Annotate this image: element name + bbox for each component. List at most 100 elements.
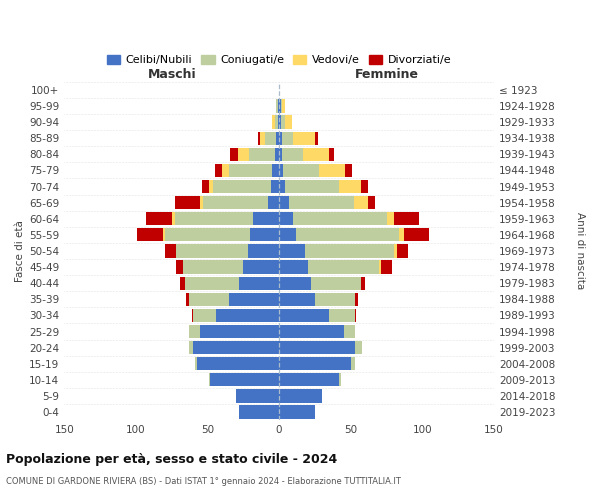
Bar	[186, 292, 189, 306]
Bar	[329, 309, 355, 322]
Bar	[194, 357, 197, 370]
Bar	[400, 228, 404, 241]
Bar	[319, 164, 345, 177]
Bar	[279, 196, 289, 209]
Bar	[279, 244, 305, 258]
Bar	[272, 164, 279, 177]
Bar	[265, 132, 276, 145]
Bar	[279, 390, 322, 402]
Bar	[293, 212, 386, 226]
Bar	[268, 196, 279, 209]
Text: Popolazione per età, sesso e stato civile - 2024: Popolazione per età, sesso e stato civil…	[6, 452, 337, 466]
Bar	[282, 100, 285, 112]
Text: Femmine: Femmine	[355, 68, 419, 81]
Bar	[176, 260, 183, 274]
Bar	[361, 180, 368, 193]
Bar	[296, 228, 400, 241]
Bar	[339, 374, 341, 386]
Bar	[279, 164, 283, 177]
Text: Maschi: Maschi	[148, 68, 196, 81]
Bar	[279, 374, 339, 386]
Bar	[285, 180, 339, 193]
Bar	[189, 341, 193, 354]
Bar	[281, 100, 282, 112]
Bar	[285, 116, 292, 128]
Bar	[257, 132, 260, 145]
Bar	[279, 406, 315, 418]
Bar	[185, 276, 239, 290]
Bar	[189, 292, 229, 306]
Bar	[282, 148, 304, 161]
Bar	[279, 341, 355, 354]
Bar	[279, 276, 311, 290]
Bar	[282, 132, 293, 145]
Bar	[315, 292, 355, 306]
Bar	[238, 148, 249, 161]
Bar	[394, 212, 419, 226]
Bar	[230, 148, 238, 161]
Bar	[278, 116, 279, 128]
Bar	[215, 164, 222, 177]
Bar	[308, 260, 379, 274]
Bar	[344, 325, 355, 338]
Bar	[248, 244, 279, 258]
Bar	[236, 390, 279, 402]
Y-axis label: Fasce di età: Fasce di età	[15, 220, 25, 282]
Bar	[200, 325, 279, 338]
Bar	[305, 244, 394, 258]
Bar	[329, 148, 334, 161]
Bar	[211, 374, 279, 386]
Bar	[193, 309, 216, 322]
Bar	[278, 100, 279, 112]
Bar	[279, 325, 344, 338]
Y-axis label: Anni di nascita: Anni di nascita	[575, 212, 585, 290]
Bar	[249, 148, 275, 161]
Bar	[175, 212, 253, 226]
Text: COMUNE DI GARDONE RIVIERA (BS) - Dati ISTAT 1° gennaio 2024 - Elaborazione TUTTI: COMUNE DI GARDONE RIVIERA (BS) - Dati IS…	[6, 476, 401, 486]
Bar	[202, 180, 209, 193]
Bar	[189, 325, 200, 338]
Bar	[175, 196, 200, 209]
Bar	[275, 148, 279, 161]
Bar	[279, 148, 282, 161]
Bar	[279, 228, 296, 241]
Bar	[244, 260, 279, 274]
Bar	[239, 276, 279, 290]
Bar	[137, 228, 163, 241]
Bar	[353, 196, 368, 209]
Bar	[386, 212, 394, 226]
Bar	[172, 212, 175, 226]
Bar	[361, 276, 365, 290]
Bar	[176, 244, 248, 258]
Bar	[394, 244, 397, 258]
Bar	[351, 357, 355, 370]
Bar	[283, 164, 319, 177]
Bar	[293, 132, 315, 145]
Bar	[271, 180, 279, 193]
Bar	[397, 244, 408, 258]
Bar	[146, 212, 172, 226]
Bar	[250, 228, 279, 241]
Bar	[311, 276, 361, 290]
Bar	[304, 148, 329, 161]
Bar	[279, 180, 285, 193]
Bar	[193, 341, 279, 354]
Bar	[279, 357, 351, 370]
Bar	[222, 164, 229, 177]
Bar	[209, 180, 213, 193]
Bar	[355, 292, 358, 306]
Legend: Celibi/Nubili, Coniugati/e, Vedovi/e, Divorziati/e: Celibi/Nubili, Coniugati/e, Vedovi/e, Di…	[103, 50, 456, 70]
Bar	[229, 164, 272, 177]
Bar	[279, 309, 329, 322]
Bar	[339, 180, 361, 193]
Bar	[279, 100, 281, 112]
Bar	[279, 132, 282, 145]
Bar	[381, 260, 392, 274]
Bar	[355, 309, 356, 322]
Bar	[272, 116, 275, 128]
Bar	[163, 228, 164, 241]
Bar	[355, 341, 362, 354]
Bar	[404, 228, 430, 241]
Bar	[239, 406, 279, 418]
Bar	[281, 116, 285, 128]
